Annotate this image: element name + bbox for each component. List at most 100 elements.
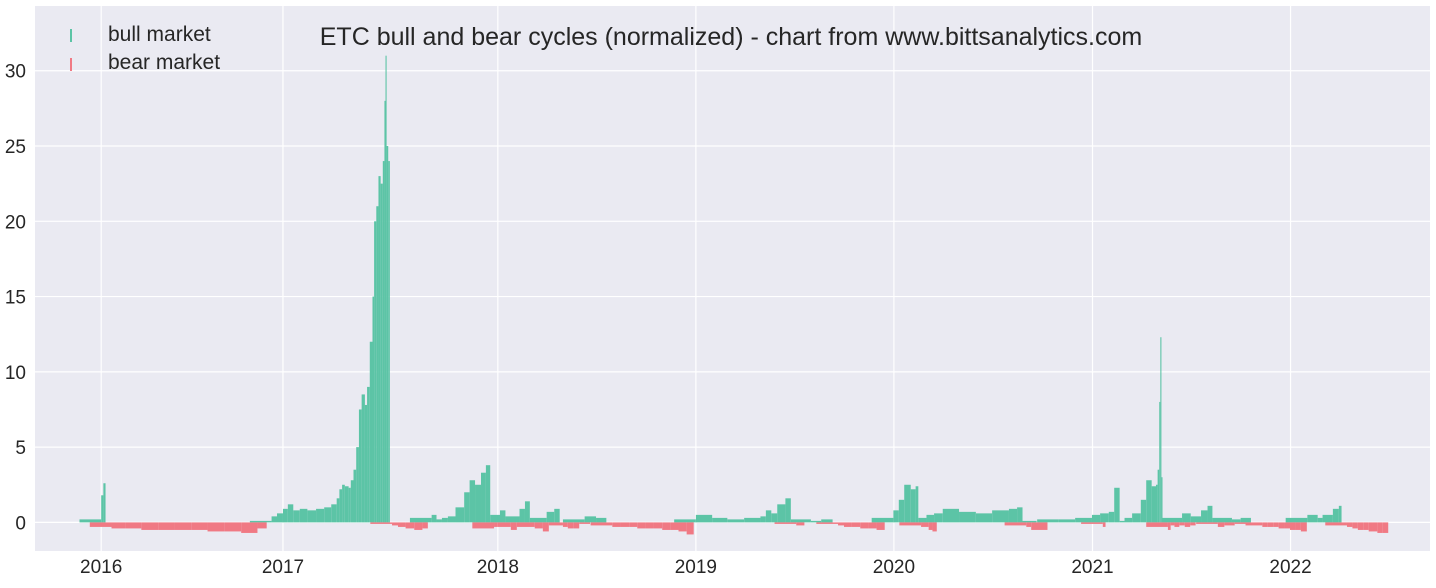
bull-bar xyxy=(271,516,277,523)
bull-bar xyxy=(350,480,354,523)
bear-bar xyxy=(844,522,852,527)
bull-bar xyxy=(918,517,927,523)
x-tick-labels: 2016 2017 2018 2019 2020 2021 2022 xyxy=(80,557,1312,578)
bear-bar xyxy=(191,522,208,530)
bull-bar xyxy=(975,513,993,523)
bull-bar xyxy=(562,519,585,523)
bull-bar xyxy=(469,480,476,523)
bull-bar xyxy=(1231,519,1241,523)
bull-bar xyxy=(1207,505,1213,523)
bull-bar xyxy=(282,508,288,523)
bear-bar xyxy=(158,522,175,530)
bear-bar xyxy=(1352,522,1358,529)
bear-bar xyxy=(207,522,225,532)
x-tick-label: 2021 xyxy=(1071,557,1113,578)
bull-bar xyxy=(356,447,359,523)
bear-bar xyxy=(1196,522,1218,524)
bull-bar xyxy=(103,483,106,523)
bull-bar xyxy=(336,498,340,523)
bars-group xyxy=(79,55,1389,535)
x-tick-label: 2018 xyxy=(477,557,519,578)
bear-bar xyxy=(1190,522,1196,526)
bull-bar xyxy=(1317,517,1323,523)
bull-bar xyxy=(584,516,597,523)
bull-bar xyxy=(898,499,905,523)
bear-bar xyxy=(868,522,877,529)
legend-bear-marker xyxy=(70,58,72,71)
bear-bar xyxy=(548,522,563,526)
bull-bar xyxy=(1124,517,1133,523)
x-tick-label: 2017 xyxy=(262,557,304,578)
bull-bar xyxy=(871,517,894,523)
bear-bar xyxy=(494,522,498,527)
bull-bar xyxy=(79,519,102,523)
bull-bar xyxy=(765,510,772,523)
bull-bar xyxy=(1132,513,1141,523)
bull-bar xyxy=(1332,508,1339,523)
bear-bar xyxy=(637,522,646,529)
bull-bar xyxy=(771,513,778,523)
bear-bar xyxy=(579,522,591,524)
bear-bar xyxy=(1004,522,1027,526)
plot-background xyxy=(35,6,1430,551)
bear-bar xyxy=(662,522,671,530)
bear-bar xyxy=(921,522,929,527)
bear-bar xyxy=(838,522,844,526)
bull-bar xyxy=(431,514,437,523)
bear-bar xyxy=(590,522,613,526)
bull-bar xyxy=(712,517,728,523)
bull-bar xyxy=(1108,511,1115,523)
bear-bar xyxy=(1284,522,1291,529)
bull-bar xyxy=(361,394,365,523)
bear-bar xyxy=(645,522,654,529)
bull-bar xyxy=(441,517,448,523)
bull-bar xyxy=(277,513,283,523)
bull-bar xyxy=(1017,507,1023,523)
bear-bar xyxy=(1377,522,1383,533)
bull-bar xyxy=(475,484,482,523)
bear-bar xyxy=(405,522,415,529)
bull-bar xyxy=(1307,514,1318,523)
bear-bar xyxy=(370,522,393,524)
bear-bar xyxy=(1273,522,1279,527)
x-tick-label: 2016 xyxy=(80,557,122,578)
bull-bar xyxy=(481,472,486,523)
bear-bar xyxy=(1290,522,1296,530)
bull-bar xyxy=(744,517,761,523)
bull-bar xyxy=(1037,519,1059,523)
bull-bar xyxy=(1091,514,1101,523)
bull-bar xyxy=(378,176,381,523)
bull-bar xyxy=(249,520,272,523)
bear-bar xyxy=(796,522,805,526)
bear-bar xyxy=(510,522,517,530)
bull-bar xyxy=(1338,505,1342,523)
bull-bar xyxy=(810,520,822,523)
bull-bar xyxy=(287,504,294,523)
bear-bar xyxy=(1026,522,1032,527)
bear-bar xyxy=(629,522,638,527)
bull-bar xyxy=(777,504,786,523)
bear-bar xyxy=(392,522,398,526)
bull-bar xyxy=(101,495,104,523)
bull-bar xyxy=(331,504,337,523)
bull-bar xyxy=(505,516,520,523)
bear-bar xyxy=(1081,522,1103,524)
bull-bar xyxy=(1151,486,1156,523)
bull-bar xyxy=(364,404,368,523)
bear-bar xyxy=(472,522,495,529)
x-tick-label: 2019 xyxy=(675,557,717,578)
y-tick-label: 20 xyxy=(5,212,26,233)
bull-bar xyxy=(519,508,525,523)
bull-bar xyxy=(1008,508,1018,523)
bull-bar xyxy=(1162,517,1183,523)
bull-bar xyxy=(910,489,916,523)
bear-bar xyxy=(89,522,112,527)
bear-bar xyxy=(816,522,839,524)
bull-bar xyxy=(348,487,351,523)
bear-bar xyxy=(1102,522,1106,527)
bear-bar xyxy=(414,522,423,530)
bear-bar xyxy=(174,522,192,530)
bull-bar xyxy=(490,514,500,523)
bear-bar xyxy=(516,522,535,527)
